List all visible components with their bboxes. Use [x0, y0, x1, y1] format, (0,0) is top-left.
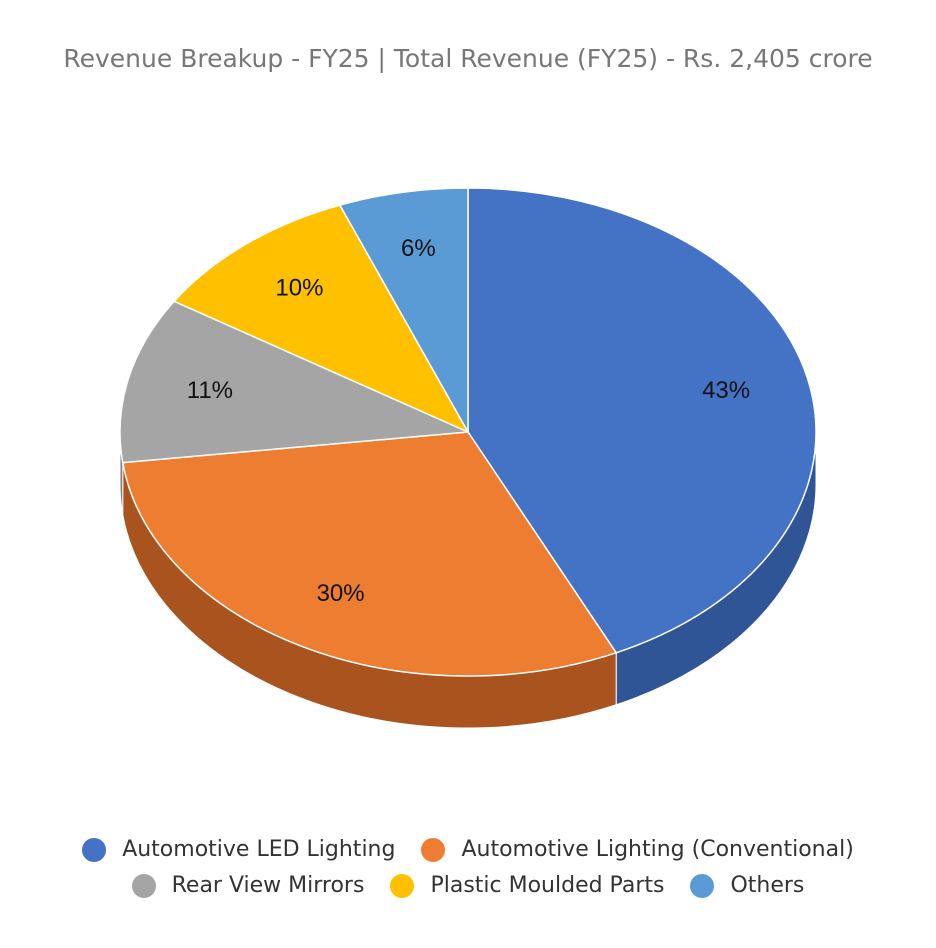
legend-swatch	[390, 873, 415, 898]
pie-slice-plastic-moulded-parts	[173, 204, 469, 433]
pie-chart: 43% 30% 11% 10% 6%	[119, 187, 817, 729]
legend-swatch	[82, 837, 107, 862]
legend-item-rear-view-mirrors: Rear View Mirrors	[131, 873, 365, 898]
legend-row-2: Rear View Mirrors Plastic Moulded Parts …	[0, 873, 936, 898]
legend-item-others: Others	[690, 873, 804, 898]
legend-label: Automotive LED Lighting	[122, 837, 396, 862]
pie-slice-automotive-lighting-conventional	[121, 431, 617, 677]
data-label-rear-view-mirrors: 11%	[187, 377, 233, 404]
pie-slice-rear-view-mirrors	[119, 300, 469, 464]
legend-row-1: Automotive LED Lighting Automotive Light…	[0, 837, 936, 862]
legend-label: Rear View Mirrors	[171, 873, 365, 898]
data-label-automotive-led-lighting: 43%	[702, 377, 750, 404]
data-label-automotive-lighting-conventional: 30%	[317, 580, 365, 607]
legend-item-automotive-lighting-conventional: Automotive Lighting (Conventional)	[421, 837, 854, 862]
legend-label: Automotive Lighting (Conventional)	[461, 837, 854, 862]
data-label-others: 6%	[401, 235, 436, 262]
legend-label: Others	[730, 873, 805, 898]
legend-swatch	[131, 873, 156, 898]
pie-slice-others	[339, 187, 469, 433]
pie-slice-automotive-led-lighting	[467, 187, 817, 654]
data-label-plastic-moulded-parts: 10%	[275, 274, 323, 301]
legend-swatch	[421, 837, 446, 862]
legend-label: Plastic Moulded Parts	[430, 873, 665, 898]
legend-item-automotive-led-lighting: Automotive LED Lighting	[82, 837, 395, 862]
legend-item-plastic-moulded-parts: Plastic Moulded Parts	[390, 873, 664, 898]
chart-title: Revenue Breakup - FY25 | Total Revenue (…	[63, 44, 873, 73]
legend-swatch	[690, 873, 715, 898]
